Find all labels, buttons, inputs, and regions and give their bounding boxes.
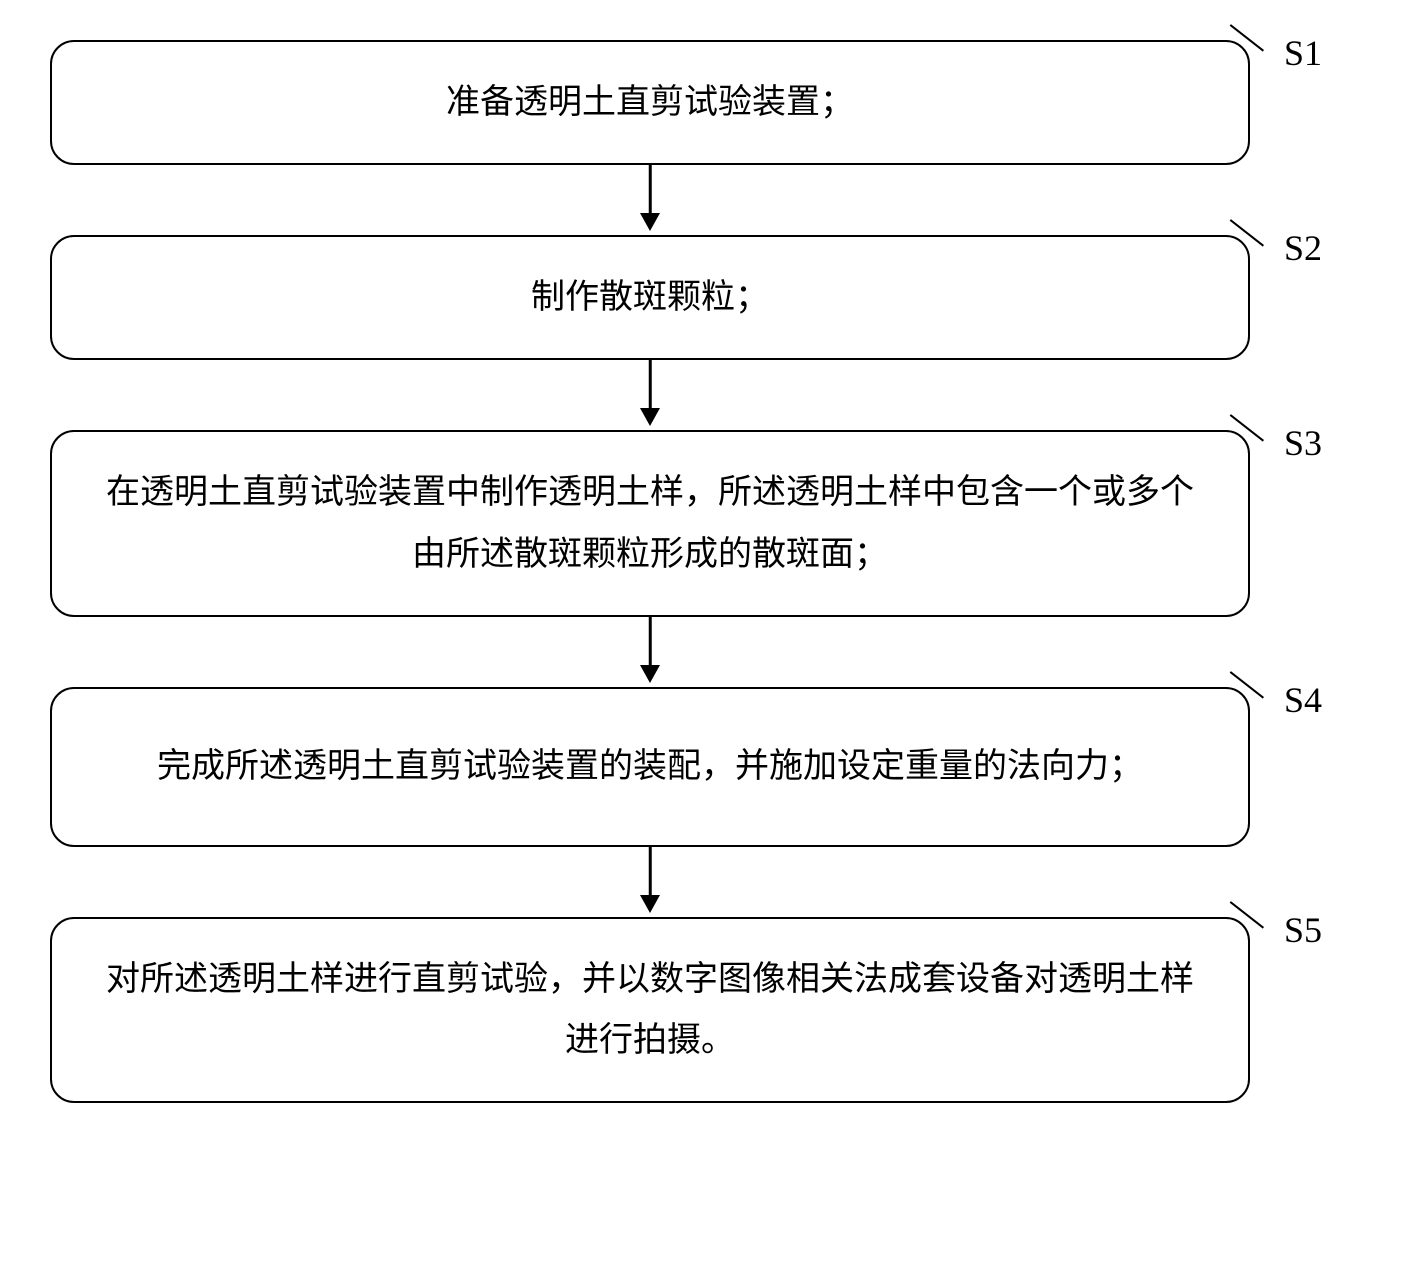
- arrow-head-icon: [640, 895, 660, 913]
- arrow-4-5: [20, 847, 1280, 917]
- arrow-line-icon: [649, 617, 652, 669]
- step-s1-box: 准备透明土直剪试验装置；: [50, 40, 1250, 165]
- step-s3-box: 在透明土直剪试验装置中制作透明土样，所述透明土样中包含一个或多个由所述散斑颗粒形…: [50, 430, 1250, 616]
- arrow-3-4: [20, 617, 1280, 687]
- step-s4-container: 完成所述透明土直剪试验装置的装配，并施加设定重量的法向力； S4: [20, 687, 1392, 847]
- step-s4-box: 完成所述透明土直剪试验装置的装配，并施加设定重量的法向力；: [50, 687, 1250, 847]
- step-s1-label: S1: [1284, 32, 1322, 74]
- step-s2-text: 制作散斑颗粒；: [531, 267, 769, 328]
- arrow-1-2: [20, 165, 1280, 235]
- step-s4-text: 完成所述透明土直剪试验装置的装配，并施加设定重量的法向力；: [157, 736, 1143, 797]
- step-s2-label: S2: [1284, 227, 1322, 269]
- step-s5-container: 对所述透明土样进行直剪试验，并以数字图像相关法成套设备对透明土样进行拍摄。 S5: [20, 917, 1392, 1103]
- step-s3-label: S3: [1284, 422, 1322, 464]
- step-s3-container: 在透明土直剪试验装置中制作透明土样，所述透明土样中包含一个或多个由所述散斑颗粒形…: [20, 430, 1392, 616]
- step-s2-box: 制作散斑颗粒；: [50, 235, 1250, 360]
- arrow-head-icon: [640, 665, 660, 683]
- flowchart-container: 准备透明土直剪试验装置； S1 制作散斑颗粒； S2 在透明土直剪试验装置中制作…: [20, 40, 1392, 1103]
- arrow-head-icon: [640, 408, 660, 426]
- step-s1-text: 准备透明土直剪试验装置；: [446, 72, 854, 133]
- step-s3-text: 在透明土直剪试验装置中制作透明土样，所述透明土样中包含一个或多个由所述散斑颗粒形…: [92, 462, 1208, 584]
- step-s5-text: 对所述透明土样进行直剪试验，并以数字图像相关法成套设备对透明土样进行拍摄。: [92, 949, 1208, 1071]
- step-s5-box: 对所述透明土样进行直剪试验，并以数字图像相关法成套设备对透明土样进行拍摄。: [50, 917, 1250, 1103]
- arrow-line-icon: [649, 360, 652, 412]
- step-s4-label: S4: [1284, 679, 1322, 721]
- arrow-line-icon: [649, 165, 652, 217]
- arrow-head-icon: [640, 213, 660, 231]
- step-s5-label: S5: [1284, 909, 1322, 951]
- step-s1-container: 准备透明土直剪试验装置； S1: [20, 40, 1392, 165]
- step-s2-container: 制作散斑颗粒； S2: [20, 235, 1392, 360]
- arrow-line-icon: [649, 847, 652, 899]
- arrow-2-3: [20, 360, 1280, 430]
